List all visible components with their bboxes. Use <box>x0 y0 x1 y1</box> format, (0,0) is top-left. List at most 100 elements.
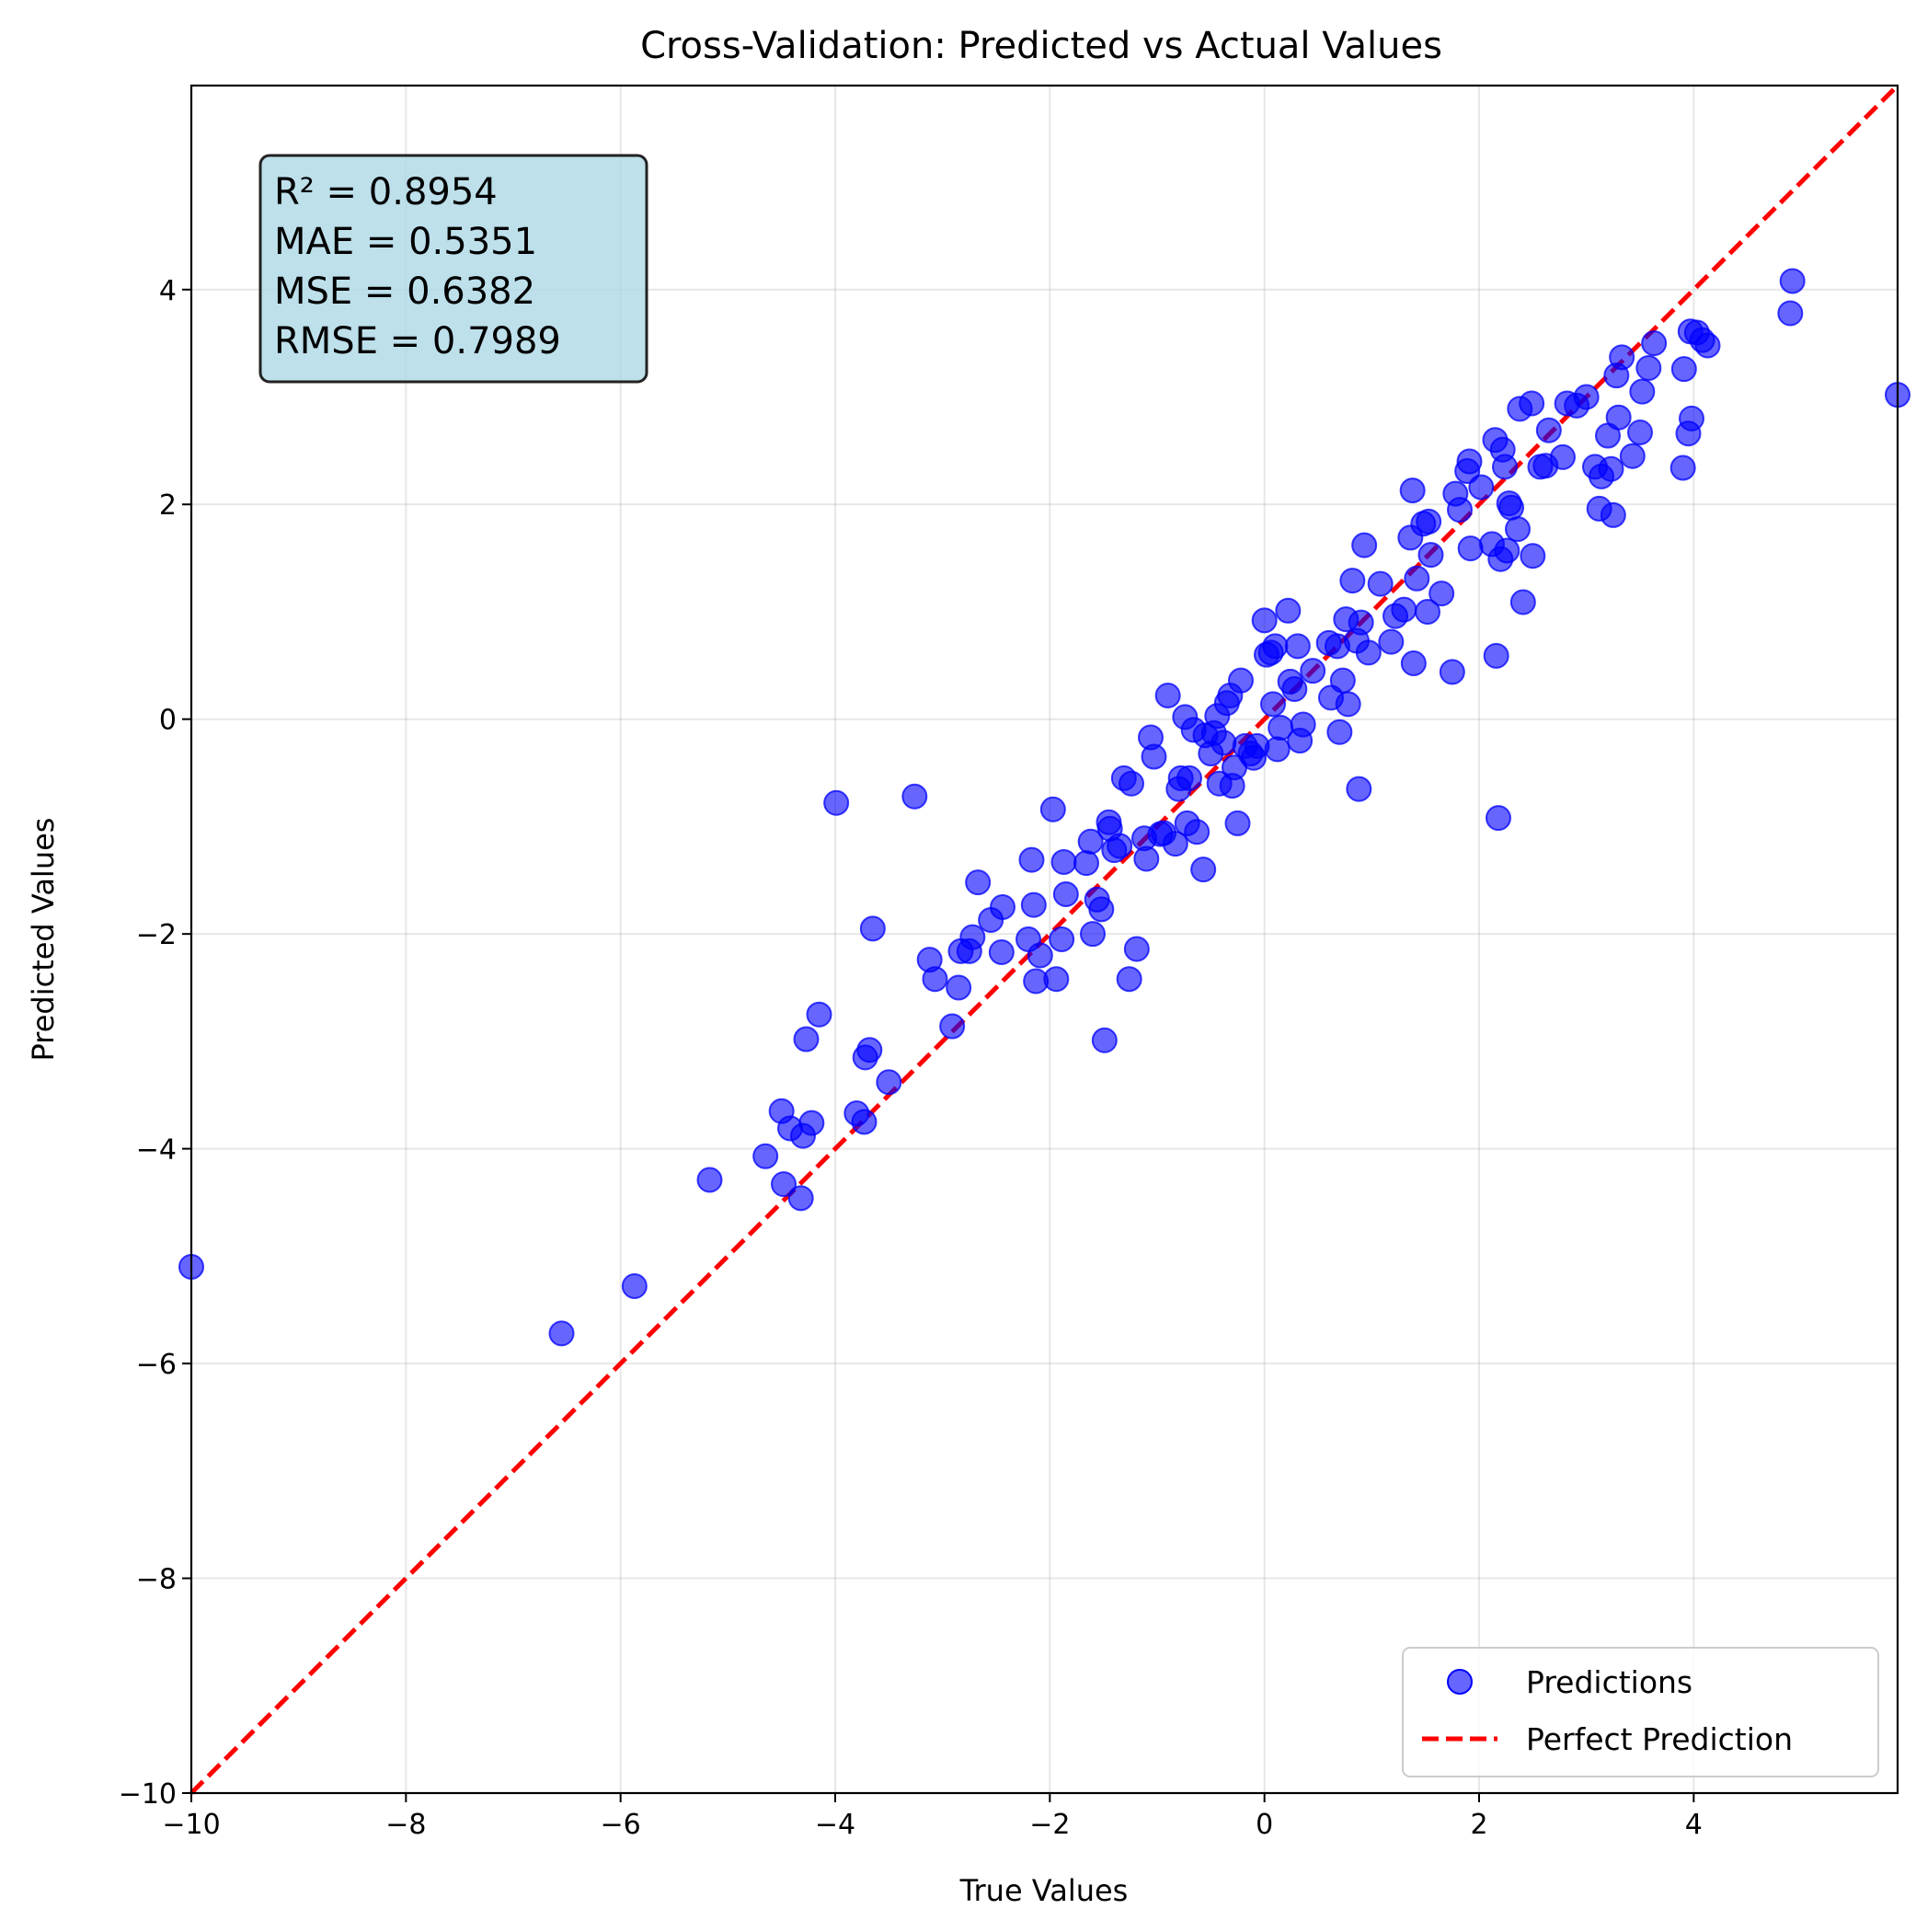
prediction-point <box>1020 891 1047 918</box>
y-tick-label: 4 <box>159 275 177 307</box>
prediction-point <box>1080 921 1106 948</box>
prediction-point <box>1777 300 1804 327</box>
x-tick-label: 4 <box>1685 1809 1703 1841</box>
prediction-points <box>178 268 1910 1347</box>
prediction-point <box>1399 477 1426 504</box>
prediction-point <box>1520 543 1546 569</box>
legend-frame <box>1402 1647 1879 1777</box>
prediction-point <box>1162 831 1188 857</box>
x-axis-label: True Values <box>959 1873 1129 1908</box>
prediction-point <box>1600 501 1626 528</box>
prediction-point <box>1535 417 1562 443</box>
prediction-point <box>823 789 850 816</box>
legend-label-predictions: Predictions <box>1526 1664 1692 1700</box>
prediction-point <box>856 1037 883 1064</box>
stats-mae: MAE = 0.5351 <box>274 221 537 263</box>
prediction-point <box>798 1110 825 1136</box>
y-tick-label: −2 <box>136 919 177 951</box>
prediction-point <box>1326 719 1353 745</box>
prediction-point <box>1669 454 1696 481</box>
x-tick-label: −8 <box>385 1809 426 1841</box>
prediction-point <box>1355 639 1382 666</box>
prediction-point <box>1457 535 1484 562</box>
prediction-point <box>1605 404 1632 431</box>
axis-ticks: −10 −8 −6 −4 −2 0 2 4 −10 −8 −6 −4 −2 0 2 4 <box>119 275 1703 1841</box>
prediction-point <box>990 893 1015 920</box>
prediction-point <box>1367 570 1394 597</box>
prediction-point <box>1494 537 1520 564</box>
prediction-point <box>1351 532 1378 558</box>
x-tick-label: 2 <box>1470 1809 1487 1841</box>
stats-box-background <box>258 154 648 384</box>
prediction-point <box>1428 581 1455 607</box>
prediction-point <box>1346 776 1372 802</box>
y-tick-label: −8 <box>136 1564 177 1596</box>
x-tick-label: −4 <box>815 1809 855 1841</box>
prediction-point <box>1694 332 1721 359</box>
prediction-point <box>1439 659 1465 685</box>
x-tick-label: 0 <box>1256 1809 1273 1841</box>
legend-label-perfect-prediction: Perfect Prediction <box>1526 1721 1793 1757</box>
prediction-point <box>1339 568 1366 594</box>
prediction-point <box>1670 356 1697 383</box>
prediction-point <box>1629 378 1656 405</box>
stats-box: R² = 0.8954 MAE = 0.5351 MSE = 0.6382 RM… <box>258 154 648 384</box>
y-tick-label: −4 <box>136 1134 177 1167</box>
prediction-point <box>1184 819 1210 845</box>
prediction-point <box>1404 565 1430 592</box>
prediction-point <box>959 924 986 950</box>
prediction-point <box>1133 845 1160 872</box>
prediction-point <box>1300 658 1326 684</box>
prediction-point <box>1107 833 1133 859</box>
prediction-point <box>1281 676 1308 703</box>
prediction-point <box>621 1273 648 1300</box>
prediction-point <box>1264 736 1291 763</box>
prediction-point <box>1627 420 1653 446</box>
prediction-point <box>1492 454 1518 480</box>
prediction-point <box>1049 926 1075 952</box>
prediction-point <box>1176 765 1202 791</box>
prediction-point <box>1505 516 1531 543</box>
prediction-point <box>859 915 886 942</box>
legend: Predictions Perfect Prediction <box>1402 1647 1879 1777</box>
prediction-point <box>922 966 948 993</box>
prediction-point <box>1027 942 1053 969</box>
legend-marker-predictions <box>1447 1669 1473 1695</box>
prediction-point <box>1073 850 1099 877</box>
prediction-point <box>876 1069 902 1096</box>
y-tick-label: −10 <box>119 1778 177 1811</box>
prediction-point <box>1391 596 1417 623</box>
prediction-point <box>1210 730 1237 756</box>
prediction-point <box>1679 405 1704 431</box>
prediction-point <box>1275 597 1302 624</box>
prediction-point <box>1635 354 1662 381</box>
y-tick-label: 2 <box>159 489 177 522</box>
prediction-point <box>1417 542 1444 569</box>
prediction-point <box>939 1013 966 1040</box>
prediction-point <box>806 1001 832 1028</box>
prediction-point <box>1619 443 1646 469</box>
prediction-point <box>1456 448 1483 475</box>
stats-rmse: RMSE = 0.7989 <box>274 320 561 362</box>
chart-title: Cross-Validation: Predicted vs Actual Va… <box>640 25 1442 67</box>
prediction-point <box>1609 344 1635 371</box>
stats-r2: R² = 0.8954 <box>274 171 498 213</box>
plot-area-frame <box>189 84 1899 1795</box>
prediction-point <box>1468 474 1495 500</box>
y-axis-label: Predicted Values <box>26 818 61 1062</box>
prediction-point <box>752 1143 779 1169</box>
prediction-point <box>1224 810 1251 836</box>
prediction-point <box>1052 880 1079 907</box>
prediction-point <box>1119 770 1144 797</box>
prediction-point <box>1077 828 1104 855</box>
prediction-point <box>1378 628 1405 655</box>
prediction-point <box>1251 607 1278 634</box>
prediction-point <box>1348 609 1374 636</box>
prediction-point <box>1483 642 1509 669</box>
prediction-point <box>1329 667 1356 694</box>
prediction-point <box>851 1109 878 1135</box>
prediction-point <box>1018 846 1045 873</box>
prediction-point <box>771 1171 797 1198</box>
prediction-point <box>1039 796 1066 822</box>
prediction-point <box>696 1167 723 1193</box>
